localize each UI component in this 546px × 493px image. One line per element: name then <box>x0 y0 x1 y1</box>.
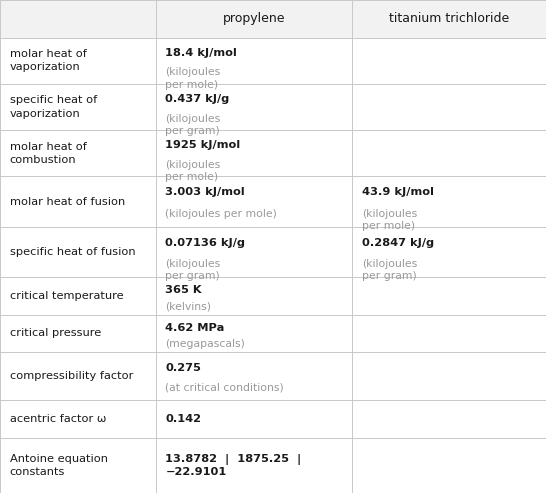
Bar <box>0 315 546 352</box>
Text: (kilojoules
per gram): (kilojoules per gram) <box>362 259 417 281</box>
Text: 18.4 kJ/mol: 18.4 kJ/mol <box>165 48 238 58</box>
Text: molar heat of
combustion: molar heat of combustion <box>10 141 87 165</box>
Bar <box>0 400 546 438</box>
Text: (kilojoules per mole): (kilojoules per mole) <box>165 209 277 218</box>
Bar <box>0 0 546 37</box>
Bar <box>0 130 546 176</box>
Bar <box>0 37 546 84</box>
Text: (kilojoules
per mole): (kilojoules per mole) <box>165 67 221 90</box>
Text: (kilojoules
per gram): (kilojoules per gram) <box>165 259 221 281</box>
Text: acentric factor ω: acentric factor ω <box>10 414 106 424</box>
Text: compressibility factor: compressibility factor <box>10 371 133 381</box>
Text: specific heat of fusion: specific heat of fusion <box>10 247 135 257</box>
Bar <box>0 227 546 277</box>
Text: 0.437 kJ/g: 0.437 kJ/g <box>165 94 230 104</box>
Bar <box>0 84 546 130</box>
Text: 0.142: 0.142 <box>165 414 201 424</box>
Text: molar heat of fusion: molar heat of fusion <box>10 197 125 207</box>
Text: Antoine equation
constants: Antoine equation constants <box>10 454 108 477</box>
Text: specific heat of
vaporization: specific heat of vaporization <box>10 96 97 119</box>
Text: critical pressure: critical pressure <box>10 328 101 338</box>
Bar <box>0 176 546 227</box>
Text: 4.62 MPa: 4.62 MPa <box>165 323 225 333</box>
Text: 3.003 kJ/mol: 3.003 kJ/mol <box>165 187 245 198</box>
Text: titanium trichloride: titanium trichloride <box>389 12 509 25</box>
Text: (kilojoules
per mole): (kilojoules per mole) <box>165 160 221 182</box>
Text: propylene: propylene <box>223 12 285 25</box>
Bar <box>0 277 546 315</box>
Text: (at critical conditions): (at critical conditions) <box>165 383 284 393</box>
Text: (kilojoules
per gram): (kilojoules per gram) <box>165 113 221 136</box>
Text: 1925 kJ/mol: 1925 kJ/mol <box>165 141 241 150</box>
Bar <box>0 438 546 493</box>
Text: (megapascals): (megapascals) <box>165 339 245 349</box>
Text: 0.2847 kJ/g: 0.2847 kJ/g <box>362 238 434 247</box>
Text: (kilojoules
per mole): (kilojoules per mole) <box>362 209 417 231</box>
Text: (kelvins): (kelvins) <box>165 301 211 311</box>
Text: 43.9 kJ/mol: 43.9 kJ/mol <box>362 187 434 198</box>
Bar <box>0 352 546 400</box>
Text: critical temperature: critical temperature <box>10 291 123 301</box>
Text: molar heat of
vaporization: molar heat of vaporization <box>10 49 87 72</box>
Text: 13.8782  |  1875.25  |
−22.9101: 13.8782 | 1875.25 | −22.9101 <box>165 454 302 477</box>
Text: 0.275: 0.275 <box>165 363 201 373</box>
Text: 365 K: 365 K <box>165 285 202 295</box>
Text: 0.07136 kJ/g: 0.07136 kJ/g <box>165 238 246 247</box>
